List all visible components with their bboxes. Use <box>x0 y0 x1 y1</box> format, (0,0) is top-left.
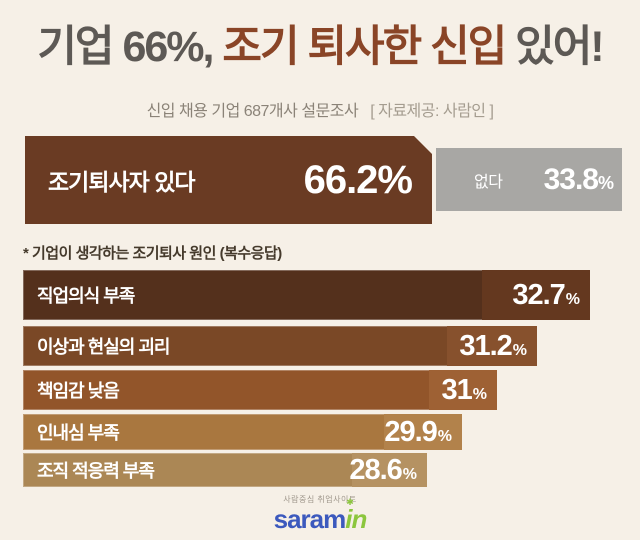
reason-bar-label: 직업의식 부족 <box>37 286 135 306</box>
yes-bar-label: 조기퇴사자 있다 <box>48 169 195 195</box>
no-bar-label: 없다 <box>474 173 503 191</box>
reason-bar-value: 31% <box>441 373 488 406</box>
reason-bar-3: 책임감 낮음 31% <box>23 370 497 410</box>
reason-bar-label: 책임감 낮음 <box>37 381 120 401</box>
data-source: [ 자료제공: 사람인 ] <box>370 103 494 120</box>
reason-bar-value: 28.6% <box>349 453 417 486</box>
percent-sign: % <box>402 465 417 483</box>
saramin-logo: 사람중심 취업사이트 saram ✱ in <box>0 495 640 534</box>
reason-bar-2: 이상과 현실의 괴리 31.2% <box>23 326 537 366</box>
reason-bar-value-box: 28.6% <box>349 453 427 487</box>
survey-description: 신입 채용 기업 687개사 설문조사 <box>146 103 359 120</box>
reason-bar-label: 인내심 부족 <box>37 423 120 443</box>
reason-bar-label: 조직 적응력 부족 <box>37 461 155 481</box>
percent-sign: % <box>512 341 527 359</box>
logo-brand: saram ✱ in <box>0 498 640 534</box>
percent-sign: % <box>472 385 487 403</box>
bar-early-resignation-yes: 조기퇴사자 있다 66.2% <box>25 136 432 224</box>
logo-tagline: 사람중심 취업사이트 <box>283 495 357 504</box>
reason-bar-value-box: 31.2% <box>447 326 537 366</box>
reason-bar-1: 직업의식 부족 32.7% <box>23 270 590 320</box>
logo-brand-in-wrap: ✱ in <box>345 498 367 534</box>
star-icon: ✱ <box>346 497 353 507</box>
percent-sign: % <box>437 427 452 445</box>
percent-sign: % <box>565 290 580 308</box>
title-gray-part1: 기업 66%, <box>37 23 223 71</box>
title-brown-part: 조기 퇴사한 신입 <box>222 23 507 71</box>
reason-bar-value: 31.2% <box>459 329 527 362</box>
subtitle: 신입 채용 기업 687개사 설문조사 [ 자료제공: 사람인 ] <box>0 97 640 121</box>
logo-brand-in: in <box>345 504 367 534</box>
bar-early-resignation-no: 없다 33.8% <box>436 148 622 211</box>
reason-bar-value: 29.9% <box>384 415 452 448</box>
reason-bar-value: 32.7% <box>512 278 580 311</box>
reason-bar-4: 인내심 부족 29.9% <box>23 414 462 450</box>
percent-sign: % <box>597 172 614 193</box>
reason-bar-label: 이상과 현실의 괴리 <box>37 337 170 357</box>
yes-bar-value: 66.2% <box>303 157 412 202</box>
section-label: * 기업이 생각하는 조기퇴사 원인 (복수응답) <box>23 245 282 262</box>
title-gray-part2: 있어! <box>505 23 604 71</box>
reason-bar-value-box: 31% <box>429 370 497 410</box>
page-title: 기업 66%, 조기 퇴사한 신입 있어! <box>0 22 640 72</box>
logo-brand-saram: saram <box>273 504 347 534</box>
reason-bar-5: 조직 적응력 부족 28.6% <box>23 453 427 487</box>
reason-bar-value-box: 29.9% <box>384 414 462 450</box>
reason-bar-value-box: 32.7% <box>482 270 590 320</box>
no-bar-value: 33.8% <box>543 162 614 196</box>
